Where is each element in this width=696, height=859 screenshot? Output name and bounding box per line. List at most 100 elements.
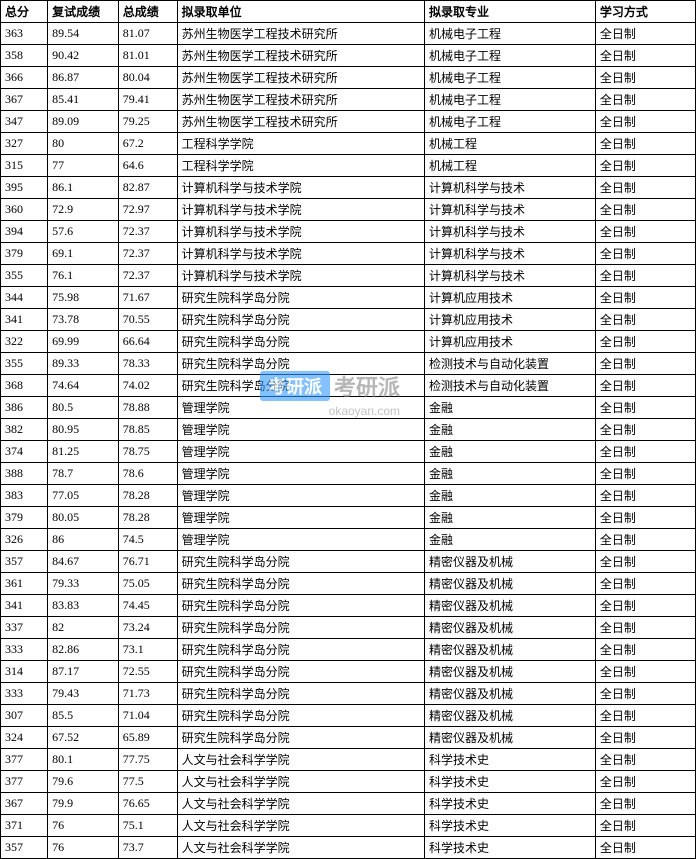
- table-row: 34475.9871.67研究生院科学岛分院计算机应用技术全日制: [1, 287, 696, 309]
- table-cell: 71.67: [118, 287, 177, 309]
- table-row: 3157764.6工程科学学院机械工程全日制: [1, 155, 696, 177]
- table-cell: 研究生院科学岛分院: [177, 595, 424, 617]
- table-cell: 机械工程: [425, 133, 596, 155]
- table-cell: 全日制: [595, 463, 695, 485]
- table-cell: 333: [1, 683, 48, 705]
- table-cell: 全日制: [595, 155, 695, 177]
- table-cell: 79.33: [48, 573, 119, 595]
- table-cell: 金融: [425, 463, 596, 485]
- table-row: 36179.3375.05研究生院科学岛分院精密仪器及机械全日制: [1, 573, 696, 595]
- table-cell: 机械电子工程: [425, 67, 596, 89]
- table-cell: 精密仪器及机械: [425, 551, 596, 573]
- table-cell: 全日制: [595, 727, 695, 749]
- table-cell: 75.98: [48, 287, 119, 309]
- table-cell: 80.05: [48, 507, 119, 529]
- table-cell: 86.1: [48, 177, 119, 199]
- table-cell: 全日制: [595, 111, 695, 133]
- table-cell: 377: [1, 771, 48, 793]
- table-cell: 80.95: [48, 419, 119, 441]
- table-row: 33382.8673.1研究生院科学岛分院精密仪器及机械全日制: [1, 639, 696, 661]
- table-cell: 计算机科学与技术学院: [177, 177, 424, 199]
- table-cell: 67.2: [118, 133, 177, 155]
- table-cell: 人文与社会科学学院: [177, 815, 424, 837]
- table-cell: 机械电子工程: [425, 89, 596, 111]
- table-cell: 机械电子工程: [425, 111, 596, 133]
- table-cell: 全日制: [595, 67, 695, 89]
- table-cell: 全日制: [595, 595, 695, 617]
- table-cell: 金融: [425, 397, 596, 419]
- table-cell: 全日制: [595, 683, 695, 705]
- table-cell: 347: [1, 111, 48, 133]
- table-cell: 82: [48, 617, 119, 639]
- table-cell: 79.6: [48, 771, 119, 793]
- table-cell: 337: [1, 617, 48, 639]
- table-cell: 研究生院科学岛分院: [177, 683, 424, 705]
- table-cell: 67.52: [48, 727, 119, 749]
- table-cell: 科学技术史: [425, 749, 596, 771]
- table-cell: 72.37: [118, 243, 177, 265]
- table-cell: 78.28: [118, 485, 177, 507]
- table-cell: 全日制: [595, 221, 695, 243]
- table-cell: 371: [1, 815, 48, 837]
- table-cell: 74.02: [118, 375, 177, 397]
- table-cell: 全日制: [595, 397, 695, 419]
- table-cell: 全日制: [595, 419, 695, 441]
- table-cell: 73.1: [118, 639, 177, 661]
- table-cell: 322: [1, 331, 48, 353]
- table-row: 3278067.2工程科学学院机械工程全日制: [1, 133, 696, 155]
- table-cell: 全日制: [595, 771, 695, 793]
- table-cell: 333: [1, 639, 48, 661]
- table-cell: 苏州生物医学工程技术研究所: [177, 45, 424, 67]
- table-cell: 307: [1, 705, 48, 727]
- table-cell: 75.1: [118, 815, 177, 837]
- table-cell: 314: [1, 661, 48, 683]
- table-cell: 383: [1, 485, 48, 507]
- table-cell: 358: [1, 45, 48, 67]
- table-cell: 研究生院科学岛分院: [177, 639, 424, 661]
- table-cell: 89.54: [48, 23, 119, 45]
- table-cell: 全日制: [595, 529, 695, 551]
- table-cell: 382: [1, 419, 48, 441]
- table-cell: 78.85: [118, 419, 177, 441]
- admission-table: 总分 复试成绩 总成绩 拟录取单位 拟录取专业 学习方式 36389.5481.…: [0, 0, 696, 859]
- table-cell: 全日制: [595, 287, 695, 309]
- table-cell: 全日制: [595, 89, 695, 111]
- table-cell: 研究生院科学岛分院: [177, 287, 424, 309]
- table-cell: 89.09: [48, 111, 119, 133]
- table-cell: 金融: [425, 441, 596, 463]
- table-cell: 精密仪器及机械: [425, 595, 596, 617]
- table-cell: 研究生院科学岛分院: [177, 353, 424, 375]
- table-cell: 71.04: [118, 705, 177, 727]
- table-row: 35589.3378.33研究生院科学岛分院检测技术与自动化装置全日制: [1, 353, 696, 375]
- table-cell: 85.41: [48, 89, 119, 111]
- table-row: 39457.672.37计算机科学与技术学院计算机科学与技术全日制: [1, 221, 696, 243]
- table-cell: 355: [1, 265, 48, 287]
- table-cell: 388: [1, 463, 48, 485]
- table-cell: 计算机应用技术: [425, 287, 596, 309]
- table-cell: 86: [48, 529, 119, 551]
- table-cell: 72.9: [48, 199, 119, 221]
- col-admission-unit: 拟录取单位: [177, 1, 424, 23]
- table-cell: 72.37: [118, 265, 177, 287]
- table-cell: 金融: [425, 419, 596, 441]
- table-cell: 研究生院科学岛分院: [177, 705, 424, 727]
- table-cell: 全日制: [595, 243, 695, 265]
- table-cell: 80: [48, 133, 119, 155]
- table-cell: 341: [1, 309, 48, 331]
- table-cell: 361: [1, 573, 48, 595]
- table-row: 36686.8780.04苏州生物医学工程技术研究所机械电子工程全日制: [1, 67, 696, 89]
- table-cell: 75.05: [118, 573, 177, 595]
- table-row: 33379.4371.73研究生院科学岛分院精密仪器及机械全日制: [1, 683, 696, 705]
- table-cell: 344: [1, 287, 48, 309]
- table-cell: 全日制: [595, 45, 695, 67]
- table-cell: 研究生院科学岛分院: [177, 727, 424, 749]
- table-cell: 79.43: [48, 683, 119, 705]
- table-cell: 81.07: [118, 23, 177, 45]
- table-row: 34183.8374.45研究生院科学岛分院精密仪器及机械全日制: [1, 595, 696, 617]
- table-cell: 金融: [425, 485, 596, 507]
- table-row: 35576.172.37计算机科学与技术学院计算机科学与技术全日制: [1, 265, 696, 287]
- table-cell: 357: [1, 837, 48, 859]
- table-cell: 研究生院科学岛分院: [177, 551, 424, 573]
- table-cell: 机械工程: [425, 155, 596, 177]
- table-cell: 精密仪器及机械: [425, 705, 596, 727]
